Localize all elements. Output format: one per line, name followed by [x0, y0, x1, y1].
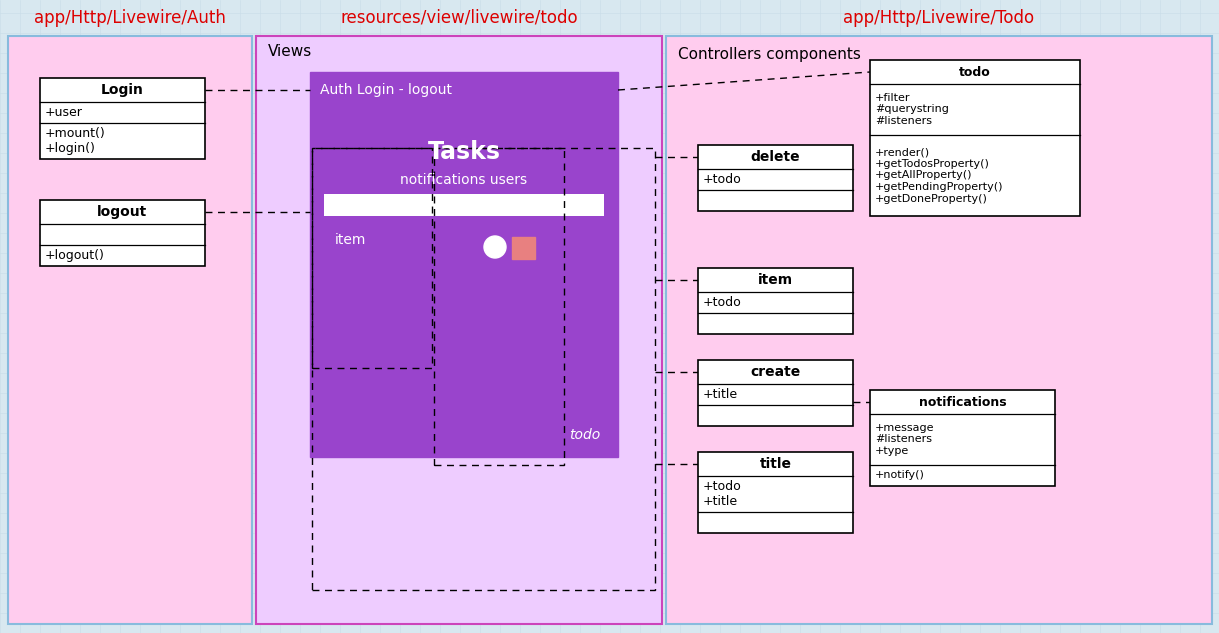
- Text: +todo
+title: +todo +title: [703, 480, 741, 508]
- Text: item: item: [758, 273, 794, 287]
- Text: todo: todo: [569, 428, 600, 442]
- FancyBboxPatch shape: [870, 60, 1080, 216]
- Text: logout: logout: [98, 205, 147, 219]
- FancyBboxPatch shape: [324, 194, 603, 216]
- Text: +message
#listeners
+type: +message #listeners +type: [875, 423, 935, 456]
- FancyBboxPatch shape: [698, 268, 853, 334]
- Text: Login: Login: [101, 83, 144, 97]
- Text: +logout(): +logout(): [45, 249, 105, 262]
- Text: Auth Login - logout: Auth Login - logout: [321, 83, 452, 97]
- Text: +filter
#querystring
#listeners: +filter #querystring #listeners: [875, 93, 948, 126]
- Text: notifications users: notifications users: [400, 173, 528, 187]
- Circle shape: [484, 236, 506, 258]
- FancyBboxPatch shape: [40, 200, 205, 266]
- FancyBboxPatch shape: [870, 390, 1054, 486]
- Text: +todo: +todo: [703, 173, 741, 186]
- FancyBboxPatch shape: [9, 36, 252, 624]
- FancyBboxPatch shape: [256, 36, 662, 624]
- Text: +render()
+getTodosProperty()
+getAllProperty()
+getPendingProperty()
+getDonePr: +render() +getTodosProperty() +getAllPro…: [875, 147, 1003, 204]
- Text: Views: Views: [268, 44, 312, 60]
- Text: notifications: notifications: [919, 396, 1007, 408]
- FancyBboxPatch shape: [512, 237, 535, 259]
- FancyBboxPatch shape: [666, 36, 1212, 624]
- FancyBboxPatch shape: [698, 145, 853, 211]
- Text: title: title: [759, 457, 791, 471]
- Text: resources/view/livewire/todo: resources/view/livewire/todo: [340, 9, 578, 27]
- Text: Tasks: Tasks: [428, 140, 501, 164]
- Text: delete: delete: [751, 150, 801, 164]
- Text: +mount()
+login(): +mount() +login(): [45, 127, 106, 155]
- Text: +user: +user: [45, 106, 83, 119]
- FancyBboxPatch shape: [698, 360, 853, 426]
- Text: app/Http/Livewire/Auth: app/Http/Livewire/Auth: [34, 9, 226, 27]
- Text: Controllers components: Controllers components: [678, 46, 861, 61]
- Text: create: create: [751, 365, 801, 379]
- Text: item: item: [335, 233, 367, 247]
- Text: +notify(): +notify(): [875, 470, 925, 480]
- Text: +title: +title: [703, 388, 739, 401]
- Text: app/Http/Livewire/Todo: app/Http/Livewire/Todo: [844, 9, 1035, 27]
- Text: todo: todo: [959, 65, 991, 78]
- FancyBboxPatch shape: [40, 78, 205, 159]
- FancyBboxPatch shape: [698, 452, 853, 533]
- Text: +todo: +todo: [703, 296, 741, 309]
- FancyBboxPatch shape: [310, 72, 618, 457]
